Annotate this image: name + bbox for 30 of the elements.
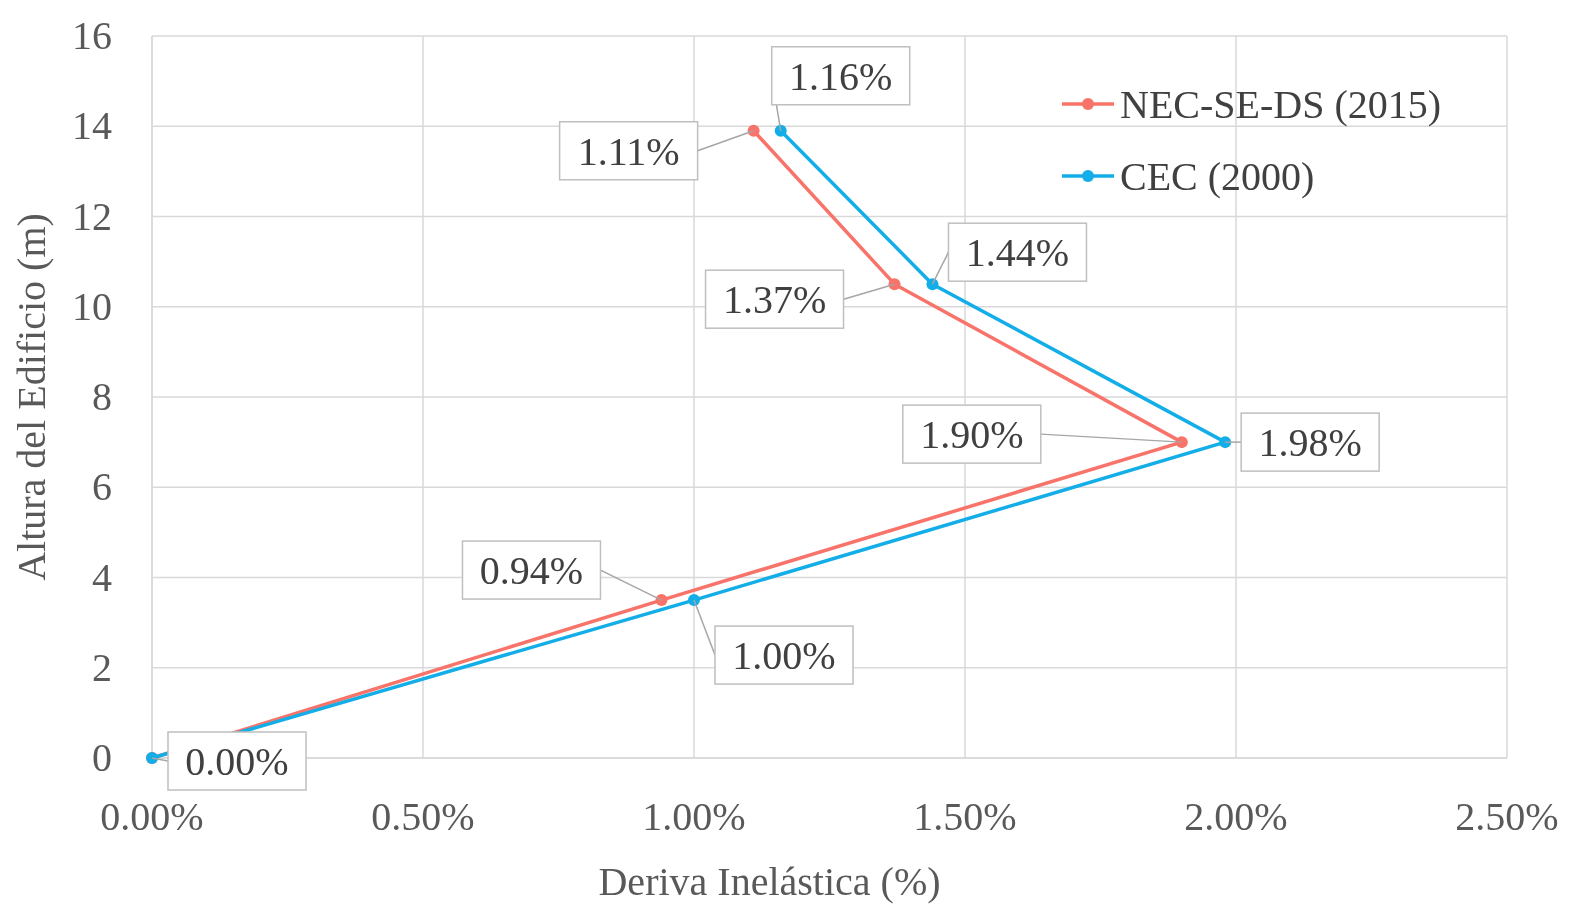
y-tick-label: 0: [92, 735, 112, 780]
y-tick-label: 4: [92, 554, 112, 600]
y-tick-label: 12: [72, 193, 112, 239]
y-axis-title: Altura del Edificio (m): [9, 213, 54, 581]
y-tick-label: 16: [72, 13, 112, 58]
x-tick-label: 1.50%: [913, 794, 1017, 839]
point: [688, 594, 700, 607]
x-tick-label: 0.50%: [371, 794, 475, 839]
legend-label: NEC-SE-DS (2015): [1120, 82, 1442, 127]
x-tick-label: 2.00%: [1184, 794, 1288, 839]
point: [774, 124, 787, 137]
y-tick-label: 14: [72, 103, 112, 149]
x-tick-label: 0.00%: [100, 794, 204, 839]
y-tick-label: 6: [92, 464, 112, 510]
y-tick-label: 2: [92, 644, 112, 690]
annotation: 1.44%: [965, 230, 1070, 276]
annotation: 1.11%: [577, 128, 680, 174]
legend-label: CEC (2000): [1120, 154, 1315, 199]
y-tick-label: 10: [72, 283, 112, 329]
annotation: 1.00%: [732, 633, 836, 679]
annotation: 1.37%: [722, 277, 827, 323]
annotation: 1.90%: [920, 412, 1024, 458]
x-tick-label: 1.00%: [642, 794, 746, 839]
x-axis-title: Deriva Inelástica (%): [598, 859, 941, 904]
annotation: 0.00%: [185, 739, 289, 784]
x-tick-label: 2.50%: [1455, 794, 1559, 839]
annotation: 0.94%: [479, 548, 584, 594]
y-tick-label: 8: [92, 374, 112, 419]
annotation: 1.98%: [1258, 420, 1362, 466]
annotation: 1.16%: [789, 53, 893, 99]
